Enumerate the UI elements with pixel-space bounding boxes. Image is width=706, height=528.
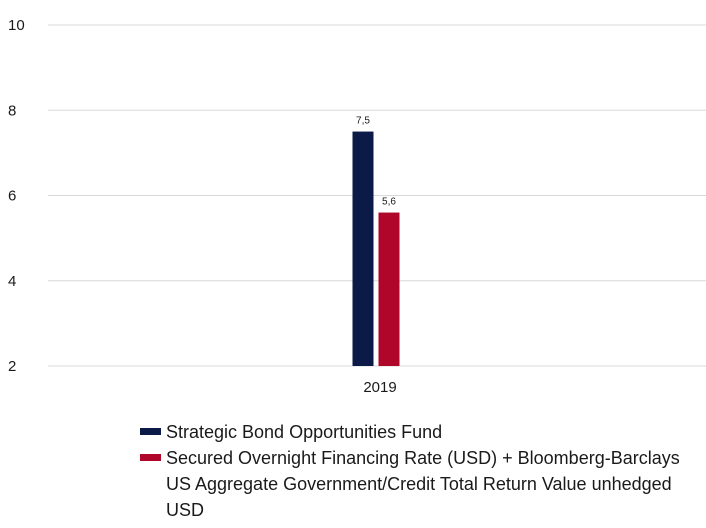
- bar-chart: 2 4 6 8 10 7,5 5,6 2019: [8, 17, 706, 396]
- bars: [352, 131, 400, 366]
- legend-swatch-benchmark: [140, 454, 161, 461]
- legend-label-fund: Strategic Bond Opportunities Fund: [166, 422, 443, 442]
- legend-item-benchmark: Secured Overnight Financing Rate (USD) +…: [140, 445, 706, 523]
- y-tick-label-6: 6: [8, 188, 16, 205]
- gridlines: [48, 24, 706, 367]
- legend-swatch-fund: [140, 428, 161, 435]
- x-tick-label-2019: 2019: [363, 379, 396, 396]
- bar-2019-series-1: [378, 212, 400, 366]
- legend-label-benchmark: Secured Overnight Financing Rate (USD) +…: [166, 448, 680, 520]
- y-tick-label-2: 2: [8, 358, 16, 375]
- data-label-2019-series-1: 5,6: [382, 197, 396, 208]
- bar-2019-series-0: [352, 131, 374, 366]
- y-tick-label-10: 10: [8, 17, 25, 34]
- x-axis-ticks: 2019: [363, 379, 396, 396]
- y-tick-label-4: 4: [8, 273, 16, 290]
- legend-item-fund: Strategic Bond Opportunities Fund: [140, 419, 706, 445]
- data-label-2019-series-0: 7,5: [356, 116, 370, 127]
- y-axis-ticks: 2 4 6 8 10: [8, 17, 25, 375]
- legend: Strategic Bond Opportunities Fund Secure…: [140, 419, 706, 523]
- y-tick-label-8: 8: [8, 102, 16, 119]
- data-labels: 7,5 5,6: [356, 116, 396, 208]
